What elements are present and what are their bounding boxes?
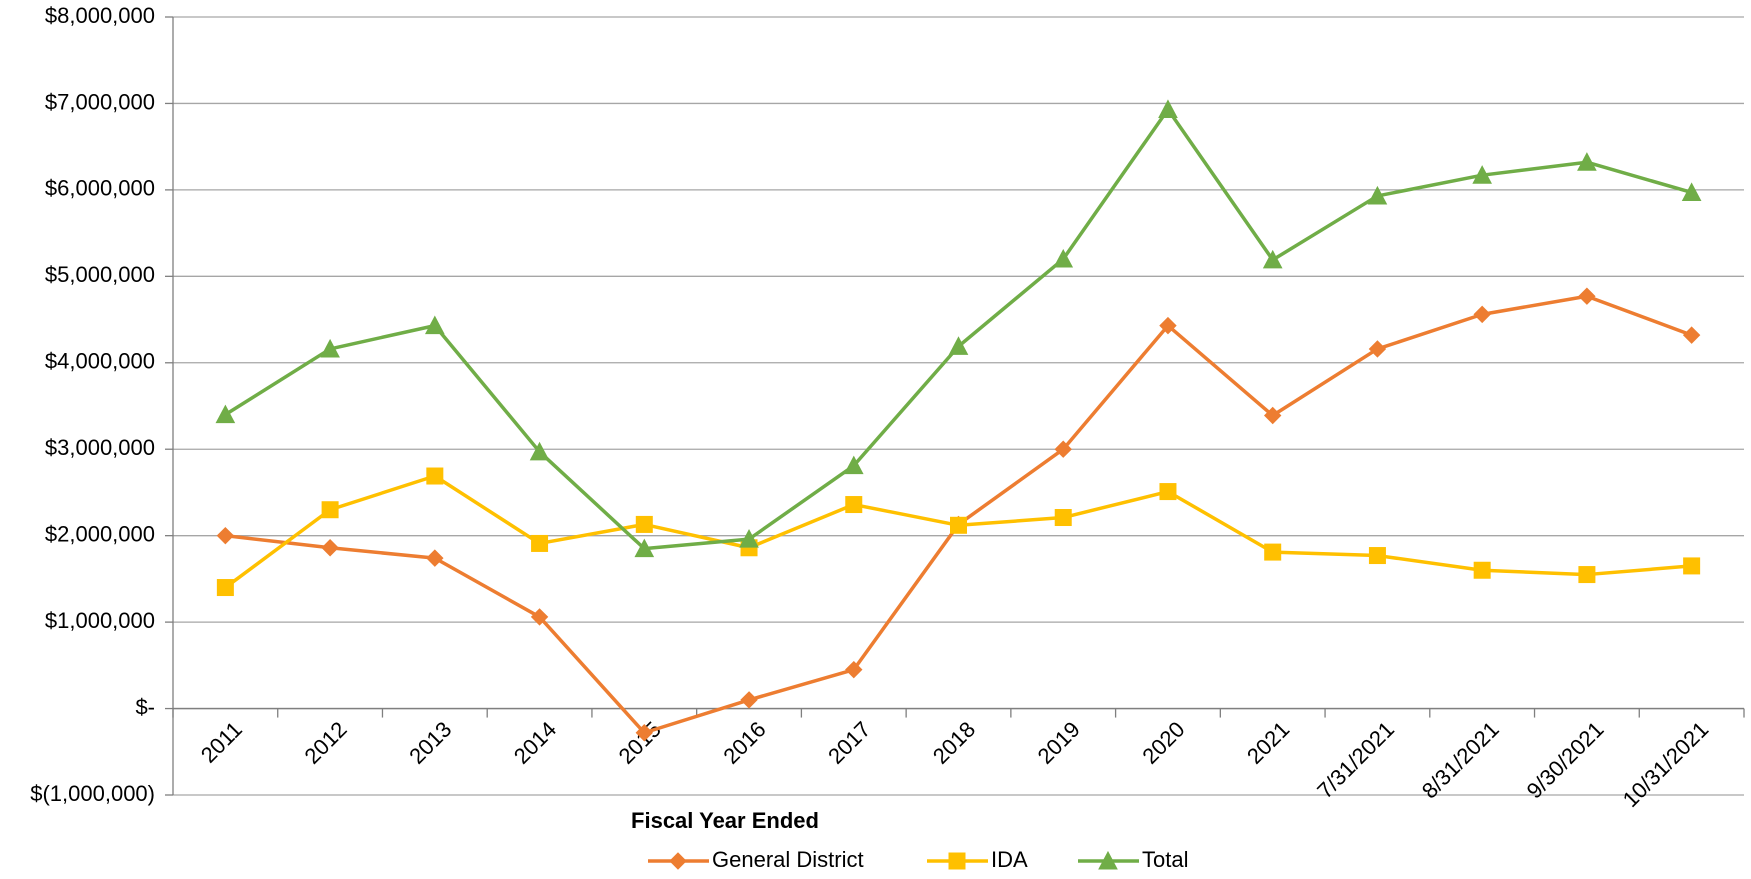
x-tick-label: 2013: [404, 717, 456, 769]
marker: [530, 608, 549, 626]
series-line: [225, 294, 1693, 735]
marker: [634, 538, 655, 558]
marker: [1473, 561, 1491, 579]
marker: [1263, 406, 1282, 425]
marker: [426, 467, 444, 485]
x-tick-label: 2018: [928, 717, 980, 769]
marker: [1472, 165, 1492, 184]
marker: [739, 529, 759, 548]
y-tick-label: $6,000,000: [45, 176, 155, 201]
legend-label: General District: [712, 847, 864, 872]
marker: [1578, 287, 1596, 305]
marker: [1264, 543, 1282, 561]
marker: [1681, 182, 1702, 201]
marker: [426, 549, 444, 567]
x-tick-label: 2019: [1033, 717, 1085, 769]
marker: [1054, 509, 1072, 527]
y-tick-label: $3,000,000: [45, 435, 155, 460]
x-tick-label: 9/30/2021: [1522, 717, 1609, 804]
marker: [1158, 99, 1178, 118]
marker: [635, 724, 654, 742]
marker: [321, 501, 339, 519]
marker: [843, 455, 864, 475]
marker: [669, 852, 687, 870]
marker: [215, 404, 236, 424]
legend-label: IDA: [991, 847, 1028, 872]
legend-label: Total: [1142, 847, 1188, 872]
marker: [1262, 249, 1283, 269]
marker: [1682, 326, 1701, 344]
marker: [321, 539, 339, 557]
x-tick-label: 7/31/2021: [1312, 717, 1399, 804]
marker: [1578, 566, 1596, 584]
y-tick-label: $4,000,000: [45, 349, 155, 374]
y-tick-label: $-: [135, 694, 155, 719]
x-axis-title: Fiscal Year Ended: [631, 808, 819, 833]
marker: [425, 315, 445, 335]
y-tick-label: $5,000,000: [45, 262, 155, 287]
x-tick-label: 2012: [299, 717, 351, 769]
marker: [1159, 316, 1177, 335]
x-tick-label: 10/31/2021: [1618, 717, 1714, 813]
x-tick-label: 2015: [614, 717, 666, 769]
marker: [529, 441, 550, 461]
x-tick-label: 2014: [509, 717, 561, 769]
marker: [1368, 547, 1386, 565]
x-tick-label: 8/31/2021: [1417, 717, 1504, 804]
y-tick-label: $2,000,000: [45, 521, 155, 546]
legend-item: IDA: [927, 847, 1028, 872]
marker: [1368, 340, 1387, 358]
marker: [1577, 152, 1597, 171]
x-tick-label: 2016: [718, 717, 770, 769]
marker: [1473, 305, 1491, 324]
marker: [216, 579, 234, 597]
marker: [1367, 185, 1388, 205]
marker: [1683, 557, 1701, 575]
marker: [740, 691, 758, 709]
x-tick-label: 2020: [1137, 717, 1189, 769]
marker: [948, 852, 966, 870]
marker: [948, 336, 969, 355]
legend-item: General District: [648, 847, 864, 872]
marker: [320, 338, 340, 358]
marker: [635, 515, 653, 533]
marker: [845, 496, 863, 514]
marker: [216, 526, 235, 545]
x-tick-label: 2021: [1242, 717, 1294, 769]
marker: [1054, 440, 1072, 458]
x-tick-label: 2017: [823, 717, 875, 769]
marker: [1053, 248, 1074, 268]
y-tick-label: $1,000,000: [45, 608, 155, 633]
marker: [1098, 850, 1118, 870]
marker: [531, 534, 549, 552]
y-tick-label: $7,000,000: [45, 89, 155, 114]
y-tick-label: $(1,000,000): [30, 781, 155, 806]
y-tick-label: $8,000,000: [45, 3, 155, 28]
legend-item: Total: [1078, 847, 1188, 872]
marker: [950, 516, 967, 534]
marker: [1159, 483, 1177, 501]
x-tick-label: 2011: [196, 717, 247, 768]
marker: [845, 660, 863, 679]
